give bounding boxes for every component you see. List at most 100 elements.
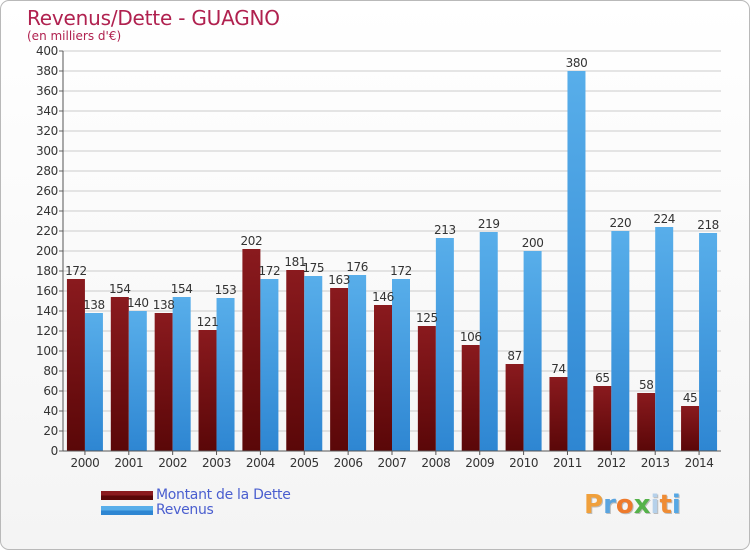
y-tick-label: 120 — [36, 324, 58, 338]
bar-revenus-2013 — [655, 227, 674, 451]
value-label-revenus: 200 — [522, 236, 544, 250]
bar-revenus-2011 — [567, 71, 586, 451]
y-tick-label: 360 — [36, 84, 58, 98]
y-tick-label: 340 — [36, 104, 58, 118]
value-label-dette: 138 — [153, 298, 175, 312]
legend-item-dette: Montant de la Dette — [101, 487, 291, 503]
value-label-dette: 181 — [284, 255, 306, 269]
bar-revenus-2006 — [348, 275, 367, 451]
bar-dette-2004 — [242, 249, 261, 451]
bar-revenus-2014 — [699, 233, 718, 451]
legend-label-dette: Montant de la Dette — [156, 487, 291, 503]
y-tick-label: 20 — [43, 424, 58, 438]
y-tick-label: 240 — [36, 204, 58, 218]
value-label-revenus: 220 — [609, 216, 631, 230]
y-tick-label: 140 — [36, 304, 58, 318]
y-tick-label: 260 — [36, 184, 58, 198]
value-label-revenus: 172 — [259, 264, 281, 278]
bar-dette-2012 — [593, 386, 612, 451]
value-label-dette: 163 — [328, 273, 350, 287]
value-label-dette: 106 — [460, 330, 482, 344]
bar-dette-2008 — [417, 326, 436, 451]
value-label-revenus: 172 — [390, 264, 412, 278]
bar-dette-2013 — [637, 393, 656, 451]
axes: 0 20 40 60 80 100 120 140 160 180 200 220 240 260 280 3… — [36, 44, 721, 470]
x-tick-label: 2001 — [114, 456, 143, 470]
x-tick-label: 2013 — [641, 456, 670, 470]
bar-chart: 0 20 40 60 80 100 120 140 160 180 200 220 240 260 280 3… — [36, 44, 721, 470]
y-tick-label: 400 — [36, 44, 58, 58]
bar-revenus-2000 — [84, 313, 103, 451]
x-tick-label: 2007 — [378, 456, 407, 470]
y-tick-label: 160 — [36, 284, 58, 298]
y-tick-label: 40 — [43, 404, 58, 418]
y-tick-label: 80 — [43, 364, 58, 378]
x-tick-label: 2010 — [509, 456, 538, 470]
bar-dette-2014 — [681, 406, 700, 451]
y-tick-label: 200 — [36, 244, 58, 258]
value-label-revenus: 154 — [171, 282, 193, 296]
bar-dette-2010 — [505, 364, 524, 451]
x-tick-label: 2012 — [597, 456, 626, 470]
x-tick-label: 2011 — [553, 456, 582, 470]
value-label-revenus: 140 — [127, 296, 149, 310]
x-tick-label: 2006 — [334, 456, 363, 470]
value-label-revenus: 153 — [215, 283, 237, 297]
value-label-revenus: 219 — [478, 217, 500, 231]
value-label-dette: 172 — [65, 264, 87, 278]
x-tick-label: 2000 — [70, 456, 99, 470]
bar-revenus-2004 — [260, 279, 279, 451]
value-label-revenus: 175 — [302, 261, 324, 275]
value-label-dette: 154 — [109, 282, 131, 296]
bar-revenus-2001 — [128, 311, 147, 451]
x-tick-label: 2003 — [202, 456, 231, 470]
bar-dette-2007 — [374, 305, 392, 451]
bars — [66, 71, 718, 451]
bar-revenus-2009 — [479, 232, 498, 451]
value-label-dette: 125 — [416, 311, 438, 325]
x-tick-label: 2014 — [685, 456, 714, 470]
y-tick-label: 320 — [36, 124, 58, 138]
value-label-dette: 121 — [197, 315, 219, 329]
bar-dette-2003 — [198, 330, 217, 451]
x-tick-label: 2004 — [246, 456, 275, 470]
y-tick-label: 220 — [36, 224, 58, 238]
bar-revenus-2007 — [392, 279, 410, 451]
value-label-dette: 74 — [551, 362, 565, 376]
bar-dette-2002 — [154, 313, 173, 451]
value-label-dette: 146 — [372, 290, 394, 304]
y-tick-label: 100 — [36, 344, 58, 358]
y-tick-label: 300 — [36, 144, 58, 158]
y-tick-label: 180 — [36, 264, 58, 278]
x-tick-label: 2002 — [158, 456, 187, 470]
value-label-revenus: 218 — [697, 218, 719, 232]
bar-revenus-2010 — [523, 251, 542, 451]
y-tick-label: 280 — [36, 164, 58, 178]
value-label-dette: 202 — [241, 234, 263, 248]
y-tick-label: 60 — [43, 384, 58, 398]
value-label-revenus: 213 — [434, 223, 456, 237]
bar-dette-2000 — [66, 279, 85, 451]
bar-dette-2006 — [330, 288, 349, 451]
value-label-revenus: 224 — [653, 212, 675, 226]
value-label-dette: 87 — [507, 349, 521, 363]
y-tick-label: 0 — [51, 444, 58, 458]
value-label-dette: 65 — [595, 371, 609, 385]
bar-revenus-2012 — [611, 231, 630, 451]
x-tick-label: 2009 — [465, 456, 494, 470]
bar-dette-2005 — [286, 270, 305, 451]
value-label-revenus: 380 — [566, 56, 588, 70]
legend-item-revenus: Revenus — [101, 502, 214, 518]
legend-swatch-dette — [101, 490, 153, 500]
value-label-dette: 58 — [639, 378, 653, 392]
bar-revenus-2003 — [216, 298, 235, 451]
x-tick-label: 2005 — [290, 456, 319, 470]
chart-title: Revenus/Dette - GUAGNO — [27, 6, 280, 30]
legend-swatch-revenus — [101, 505, 153, 515]
x-tick-label: 2008 — [421, 456, 450, 470]
bar-dette-2001 — [110, 297, 129, 451]
y-tick-label: 380 — [36, 64, 58, 78]
bar-dette-2009 — [461, 345, 480, 451]
